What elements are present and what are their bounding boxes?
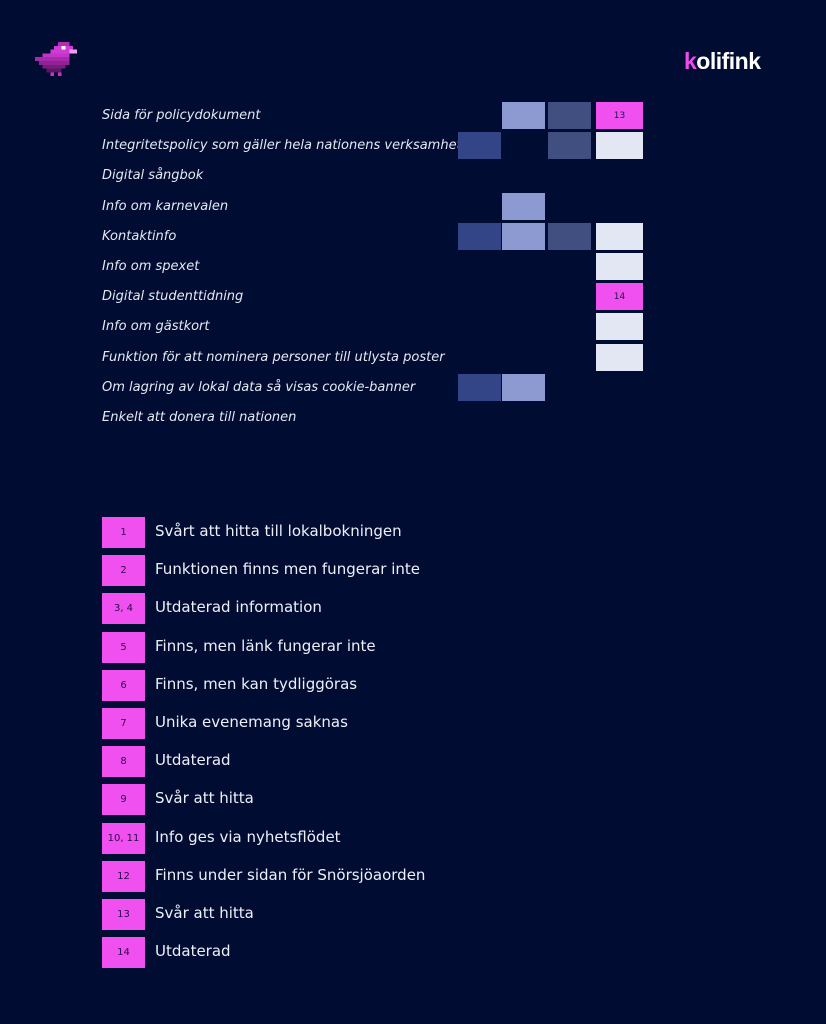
heatmap-cell <box>596 132 643 160</box>
row-label: Info om karnevalen <box>102 198 229 214</box>
heatmap-cell: 13 <box>596 102 643 129</box>
heatmap-cell: 14 <box>596 283 643 311</box>
note-badge: 1 <box>102 517 145 548</box>
heatmap-cell <box>548 102 591 129</box>
heatmap-cell <box>458 132 501 160</box>
note-text: Utdaterad information <box>155 598 322 617</box>
row-label: Info om spexet <box>102 259 200 274</box>
note-text: Unika evenemang saknas <box>155 713 348 731</box>
note-text: Finns, men länk fungerar inte <box>155 636 376 655</box>
note-badge: 13 <box>102 899 145 930</box>
heatmap-cell <box>502 222 545 250</box>
note-text: Funktionen finns men fungerar inte <box>155 560 421 579</box>
heatmap-cell <box>596 343 643 371</box>
note-text: Finns, men kan tydliggöras <box>155 674 358 693</box>
row-label: Om lagring av lokal data så visas cookie… <box>102 379 416 395</box>
row-label: Digital studenttidning <box>102 289 244 305</box>
note-badge: 9 <box>102 784 145 816</box>
row-label: Integritetspolicy som gäller hela nation… <box>102 138 462 154</box>
note-badge: 14 <box>102 937 145 969</box>
heatmap-cell <box>502 373 545 401</box>
note-badge: 2 <box>102 555 145 587</box>
note-badge: 3, 4 <box>102 593 145 625</box>
row-label: Digital sångbok <box>102 168 204 184</box>
heatmap-cell <box>502 102 545 129</box>
note-text: Svår att hitta <box>155 904 254 922</box>
note-badge: 7 <box>102 708 145 739</box>
row-label: Enkelt att donera till nationen <box>102 410 297 425</box>
heatmap-cell <box>458 373 501 401</box>
note-text: Svårt att hitta till lokalbokningen <box>155 522 402 540</box>
heatmap-cell <box>596 313 643 341</box>
heatmap-cell <box>548 222 591 250</box>
note-text: Svår att hitta <box>155 789 254 808</box>
note-badge: 12 <box>102 860 145 892</box>
heatmap-cell <box>458 222 501 250</box>
row-label: Funktion för att nominera personer till … <box>102 349 445 365</box>
bird-logo-icon <box>35 42 77 77</box>
row-label: Kontaktinfo <box>102 228 177 244</box>
heatmap-cell <box>596 222 643 250</box>
row-label: Info om gästkort <box>102 319 210 335</box>
heatmap-cell <box>502 192 545 220</box>
note-text: Utdaterad <box>155 751 231 770</box>
note-badge: 5 <box>102 631 145 663</box>
note-text: Info ges via nyhetsflödet <box>155 827 341 846</box>
note-badge: 8 <box>102 746 145 778</box>
note-text: Utdaterad <box>155 942 231 961</box>
note-text: Finns under sidan för Snörsjöaorden <box>155 865 426 884</box>
heatmap-cell <box>548 132 591 160</box>
note-badge: 10, 11 <box>102 822 145 854</box>
row-label: Sida för policydokument <box>102 108 261 123</box>
heatmap-cell <box>596 253 643 280</box>
note-badge: 6 <box>102 669 145 701</box>
brand-logo: kolifink <box>684 48 761 74</box>
